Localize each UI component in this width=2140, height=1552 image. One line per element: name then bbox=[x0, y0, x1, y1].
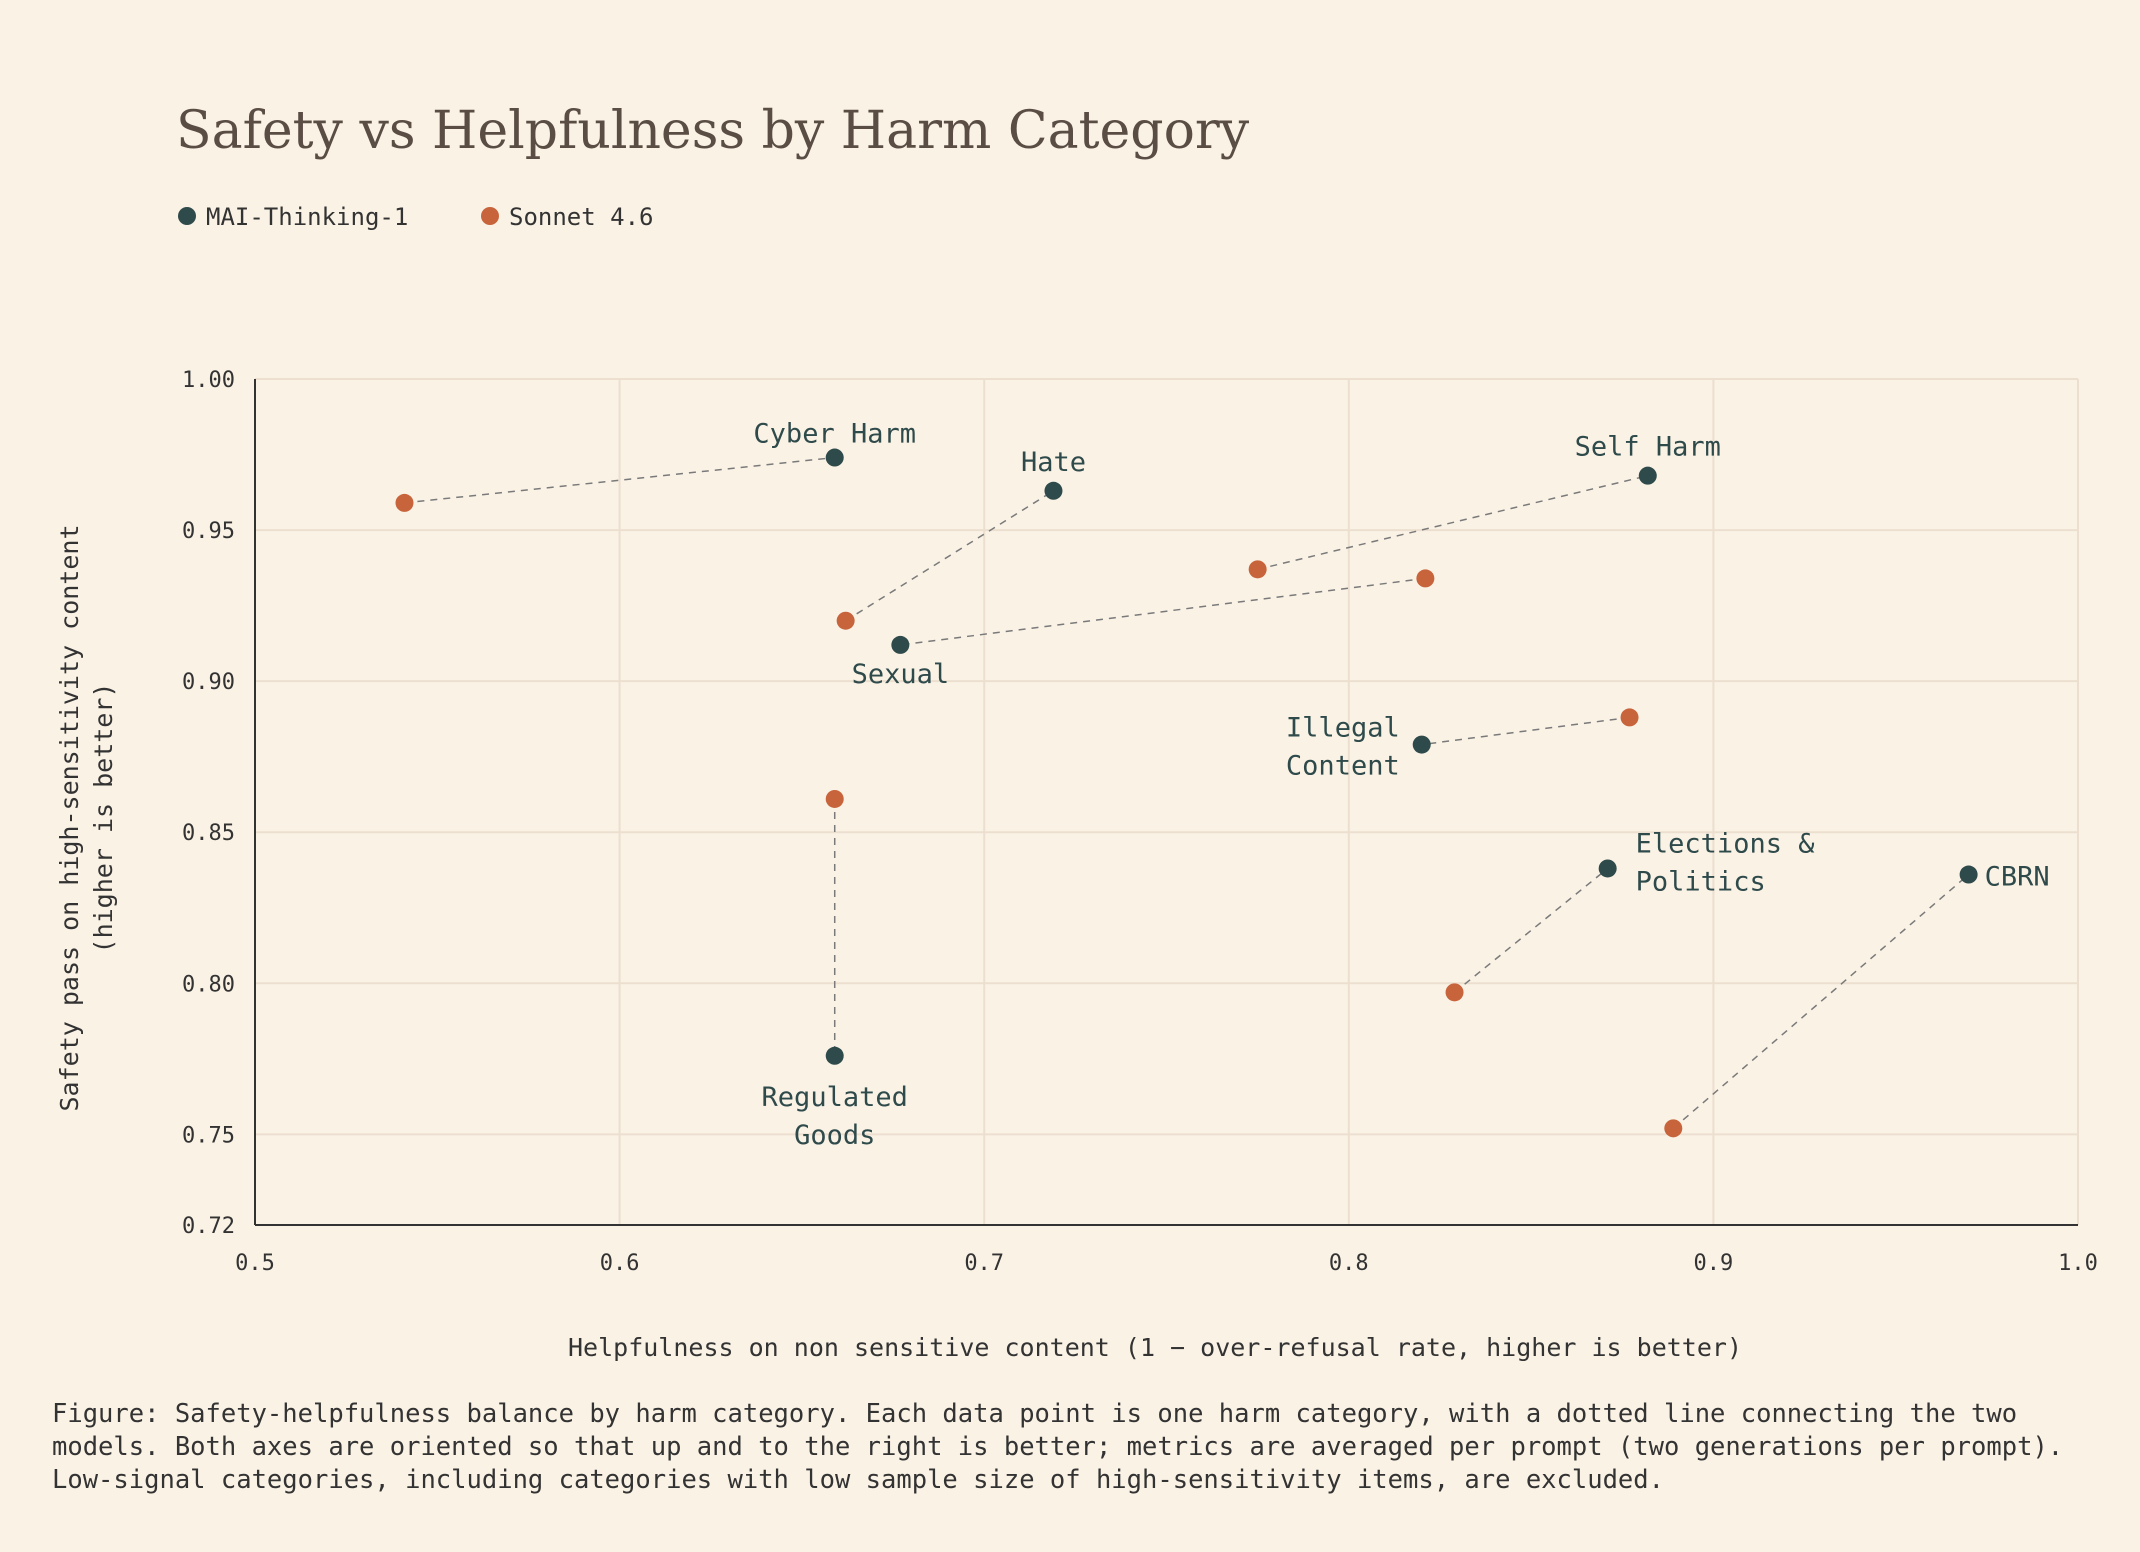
x-tick-label: 0.9 bbox=[1694, 1251, 1734, 1276]
sonnet-point bbox=[1620, 708, 1639, 727]
mai-point bbox=[1638, 466, 1657, 485]
point-label: CBRN bbox=[1985, 862, 2050, 893]
mai-point bbox=[825, 1046, 844, 1065]
connector-line bbox=[900, 577, 1426, 646]
x-tick-label: 0.8 bbox=[1329, 1251, 1369, 1276]
y-axis-label-line-2: (higher is better) bbox=[89, 683, 118, 954]
point-label: Regulated bbox=[762, 1082, 908, 1113]
legend-marker-sonnet bbox=[481, 207, 499, 225]
y-tick-label: 0.80 bbox=[182, 972, 235, 997]
x-axis-label: Helpfulness on non sensitive content (1 … bbox=[568, 1333, 1742, 1362]
point-label: Politics bbox=[1636, 866, 1766, 897]
x-tick-label: 0.5 bbox=[235, 1251, 275, 1276]
point-label: Elections & bbox=[1636, 828, 1816, 859]
connector-line bbox=[1454, 867, 1609, 993]
sonnet-point bbox=[825, 789, 844, 808]
x-tick-label: 1.0 bbox=[2058, 1251, 2098, 1276]
mai-point bbox=[825, 448, 844, 467]
sonnet-point bbox=[836, 611, 855, 630]
point-label: Content bbox=[1286, 751, 1400, 782]
sonnet-point bbox=[1664, 1119, 1683, 1138]
axes bbox=[254, 379, 2078, 1226]
x-tick-label: 0.6 bbox=[600, 1251, 640, 1276]
tick-labels: 0.5 0.6 0.7 0.8 0.9 1.0 1.00 0.95 0.90 0.85 0.80 0.… bbox=[182, 368, 2098, 1276]
point-label: Goods bbox=[794, 1120, 875, 1151]
x-tick-label: 0.7 bbox=[964, 1251, 1004, 1276]
mai-point bbox=[1959, 865, 1978, 884]
connector-line bbox=[845, 490, 1054, 622]
point-label: Self Harm bbox=[1575, 432, 1721, 463]
y-tick-label: 0.95 bbox=[182, 519, 235, 544]
y-tick-label: 0.75 bbox=[182, 1123, 235, 1148]
sonnet-point bbox=[1416, 569, 1435, 588]
chart-title: Safety vs Helpfulness by Harm Category bbox=[176, 101, 1250, 161]
connector-line bbox=[1257, 474, 1648, 571]
legend: MAI-Thinking-1 Sonnet 4.6 bbox=[178, 203, 654, 231]
point-label: Hate bbox=[1021, 447, 1086, 478]
legend-marker-mai bbox=[178, 207, 196, 225]
figure-caption: Figure: Safety-helpfulness balance by ha… bbox=[52, 1399, 2064, 1495]
grid bbox=[255, 378, 2079, 1225]
y-axis-label-line-1: Safety pass on high-sensitivity content bbox=[55, 525, 84, 1112]
y-tick-label: 1.00 bbox=[182, 368, 235, 393]
connector-line bbox=[1421, 716, 1630, 746]
point-label: Illegal bbox=[1286, 713, 1400, 744]
mai-point bbox=[1598, 859, 1617, 878]
mai-point bbox=[1044, 481, 1063, 500]
point-labels: Cyber Harm Hate Self Harm Sexual Illegal Cont… bbox=[753, 419, 2049, 1151]
point-label: Sexual bbox=[852, 659, 950, 690]
connectors bbox=[404, 456, 1970, 1129]
mai-point bbox=[891, 635, 910, 654]
y-tick-label: 0.72 bbox=[182, 1214, 235, 1239]
mai-point bbox=[1412, 735, 1431, 754]
legend-label-mai: MAI-Thinking-1 bbox=[206, 203, 408, 231]
sonnet-point bbox=[395, 493, 414, 512]
sonnet-point bbox=[1445, 983, 1464, 1002]
legend-label-sonnet: Sonnet 4.6 bbox=[509, 203, 654, 231]
y-tick-label: 0.85 bbox=[182, 821, 235, 846]
sonnet-point bbox=[1248, 560, 1267, 579]
connector-line bbox=[1672, 873, 1970, 1129]
y-tick-label: 0.90 bbox=[182, 670, 235, 695]
points bbox=[395, 448, 1978, 1138]
point-label: Cyber Harm bbox=[753, 419, 916, 450]
